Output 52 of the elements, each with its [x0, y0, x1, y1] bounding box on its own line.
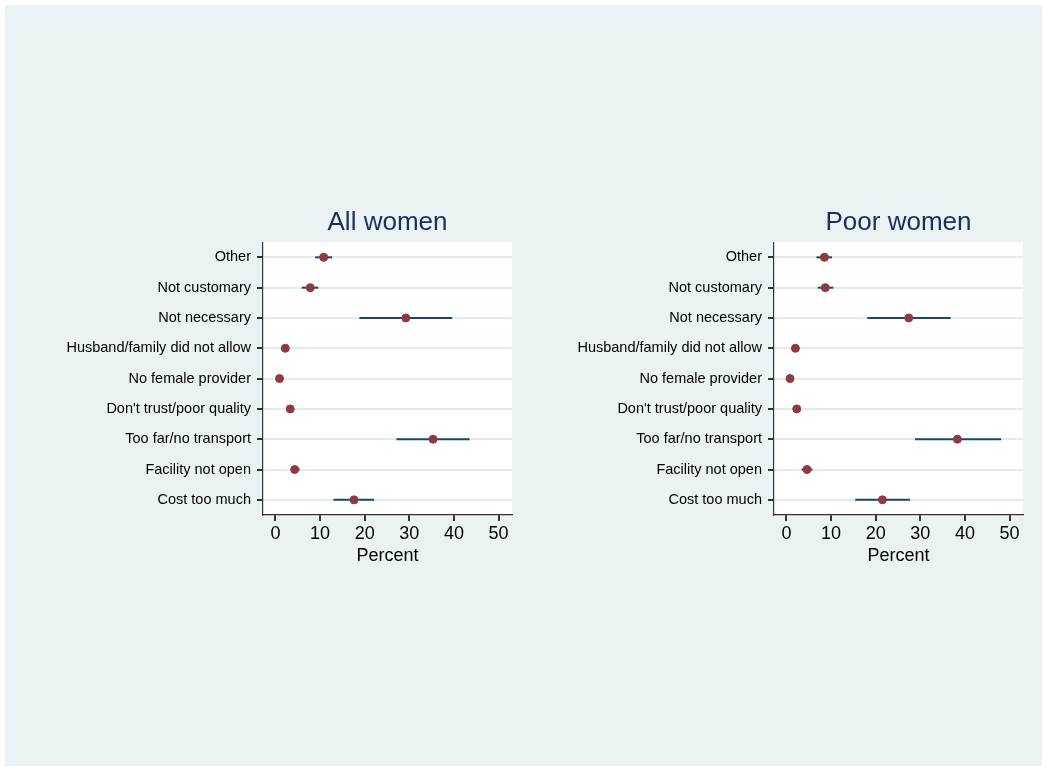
x-tick-label: 10: [821, 522, 842, 543]
y-tick-label: Cost too much: [668, 490, 762, 507]
point: [802, 465, 812, 475]
x-tick-label: 10: [310, 522, 331, 543]
y-tick-label: Facility not open: [656, 460, 762, 477]
x-tick-label: 40: [954, 522, 975, 543]
y-tick-label: Too far/no transport: [636, 430, 762, 447]
y-tick-label: No female provider: [639, 369, 763, 386]
point: [275, 374, 285, 384]
point: [785, 374, 795, 384]
y-tick-label: Other: [214, 248, 252, 265]
point: [349, 495, 359, 505]
y-tick-label: Not customary: [157, 278, 252, 295]
point: [305, 283, 315, 293]
point: [877, 495, 887, 505]
point: [819, 252, 829, 262]
y-tick-label: No female provider: [128, 369, 252, 386]
y-tick-label: Not necessary: [158, 308, 252, 325]
point: [401, 313, 411, 323]
point: [820, 283, 830, 293]
x-tick-label: 30: [910, 522, 931, 543]
point: [790, 343, 800, 353]
chart-title: Poor women: [825, 205, 972, 236]
point: [428, 434, 438, 444]
point: [952, 434, 962, 444]
x-tick-label: 20: [354, 522, 375, 543]
y-tick-label: Not customary: [668, 278, 763, 295]
point: [285, 404, 295, 414]
x-axis-title: Percent: [867, 545, 930, 566]
point: [792, 404, 802, 414]
chart-title: All women: [327, 205, 448, 236]
x-tick-label: 50: [488, 522, 509, 543]
x-tick-label: 20: [865, 522, 886, 543]
x-tick-label: 0: [781, 522, 792, 543]
y-tick-label: Husband/family did not allow: [66, 339, 252, 356]
x-tick-label: 50: [999, 522, 1020, 543]
point: [319, 252, 329, 262]
y-tick-label: Husband/family did not allow: [577, 339, 763, 356]
y-tick-label: Don't trust/poor quality: [106, 399, 252, 416]
point: [290, 465, 300, 475]
y-tick-label: Other: [725, 248, 763, 265]
y-tick-label: Facility not open: [145, 460, 251, 477]
x-axis-title: Percent: [356, 545, 419, 566]
y-tick-label: Don't trust/poor quality: [617, 399, 763, 416]
y-tick-label: Too far/no transport: [125, 430, 251, 447]
x-tick-label: 40: [443, 522, 464, 543]
y-tick-label: Not necessary: [669, 308, 763, 325]
point: [904, 313, 914, 323]
point: [280, 343, 290, 353]
x-tick-label: 30: [399, 522, 420, 543]
x-tick-label: 0: [270, 522, 281, 543]
y-tick-label: Cost too much: [157, 490, 251, 507]
